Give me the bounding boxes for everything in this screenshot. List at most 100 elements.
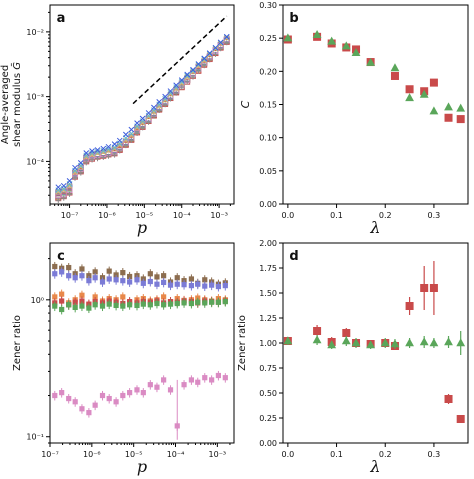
data-point xyxy=(140,390,146,396)
data-point xyxy=(154,300,160,307)
data-point xyxy=(79,298,85,304)
data-point xyxy=(89,148,95,154)
data-point xyxy=(167,90,174,96)
data-point xyxy=(92,294,98,300)
panel-b: 0.0 0.1 0.2 0.3 0.00 0.05 0.10 0.15 0.20 0.25 0.30… xyxy=(239,1,469,237)
data-point xyxy=(444,395,453,403)
data-point xyxy=(456,115,465,124)
data-point xyxy=(134,124,140,131)
data-point xyxy=(212,46,219,53)
y-axis-title: Zener ratio xyxy=(12,315,23,371)
data-point xyxy=(195,62,202,69)
data-point xyxy=(201,56,208,62)
data-point xyxy=(390,63,400,72)
data-point xyxy=(167,387,174,393)
data-point xyxy=(161,279,167,286)
data-point xyxy=(174,300,180,307)
data-point xyxy=(181,300,187,306)
y-axis-title-text: Zener ratio xyxy=(12,315,23,371)
data-point xyxy=(151,107,157,113)
data-point xyxy=(105,143,112,150)
data-point xyxy=(151,109,157,115)
data-point xyxy=(116,142,123,149)
plot-frame xyxy=(282,242,469,444)
data-point xyxy=(217,39,224,46)
data-point xyxy=(113,399,119,405)
data-point xyxy=(195,68,201,74)
data-point xyxy=(154,274,160,280)
data-point xyxy=(202,283,208,289)
data-point xyxy=(145,110,152,116)
plot-frame xyxy=(49,242,235,444)
data-point xyxy=(140,301,146,307)
data-point xyxy=(223,35,230,42)
data-point xyxy=(99,303,106,309)
data-point xyxy=(181,282,187,288)
data-point xyxy=(105,146,112,152)
panel-label-bg xyxy=(287,247,301,263)
data-point xyxy=(173,82,180,89)
data-point xyxy=(123,143,129,149)
y-axis-symbol: Ḡ xyxy=(10,62,23,70)
data-point xyxy=(145,114,152,121)
data-point xyxy=(94,149,101,155)
data-point xyxy=(184,79,190,85)
data-point xyxy=(52,271,58,277)
data-point xyxy=(195,61,202,68)
data-point xyxy=(128,126,135,133)
data-point xyxy=(215,372,222,379)
data-point xyxy=(161,377,167,383)
data-point xyxy=(351,47,361,56)
data-point xyxy=(59,269,65,275)
data-point xyxy=(154,281,160,287)
panel-a: 10⁻⁷ 10⁻⁶ 10⁻⁵ 10⁻⁴ 10⁻³ 10⁻⁴ 10⁻³ 10⁻² a p Angle-… xyxy=(0,4,235,237)
data-point xyxy=(206,50,213,56)
data-point xyxy=(429,284,438,292)
data-point xyxy=(162,102,168,108)
series-0 xyxy=(283,32,465,124)
data-point xyxy=(52,392,58,399)
data-point xyxy=(188,276,195,282)
data-point xyxy=(66,273,72,279)
data-point xyxy=(134,302,140,309)
y-tick-label: 0.30 xyxy=(259,1,277,10)
x-tick-label: 0.1 xyxy=(330,211,343,220)
y-tick-label: 0.75 xyxy=(259,364,277,373)
y-tick-label: 0.20 xyxy=(259,67,277,76)
data-point xyxy=(113,272,119,278)
data-point xyxy=(128,132,135,139)
data-point xyxy=(341,336,351,345)
y-tick-label: 10⁻¹ xyxy=(26,433,44,442)
data-point xyxy=(52,263,58,270)
data-point xyxy=(173,84,180,91)
data-point xyxy=(113,277,119,283)
data-point xyxy=(217,40,224,47)
data-point xyxy=(209,299,215,305)
data-point xyxy=(147,382,153,388)
series-0 xyxy=(283,261,465,423)
data-point xyxy=(195,281,201,287)
data-point xyxy=(72,169,78,176)
data-point xyxy=(106,301,112,307)
data-point xyxy=(156,108,162,114)
data-point xyxy=(313,327,322,335)
data-point xyxy=(178,77,185,83)
data-point xyxy=(312,30,322,39)
data-point xyxy=(173,90,179,96)
data-point xyxy=(156,103,163,110)
data-point xyxy=(139,115,146,122)
data-point xyxy=(174,275,180,281)
data-point xyxy=(419,337,429,346)
data-point xyxy=(92,402,98,408)
y-axis-title: Angle-averaged shear modulus Ḡ xyxy=(0,62,23,147)
data-point xyxy=(66,264,72,271)
data-point xyxy=(72,299,78,305)
series-2 xyxy=(52,289,228,310)
data-point xyxy=(215,299,222,305)
data-point xyxy=(120,303,126,309)
data-point xyxy=(222,299,228,305)
y-axis-title-line1: Angle-averaged xyxy=(0,65,11,144)
panel-label-bg xyxy=(54,247,68,263)
data-point xyxy=(341,41,351,50)
series-4 xyxy=(52,297,228,315)
